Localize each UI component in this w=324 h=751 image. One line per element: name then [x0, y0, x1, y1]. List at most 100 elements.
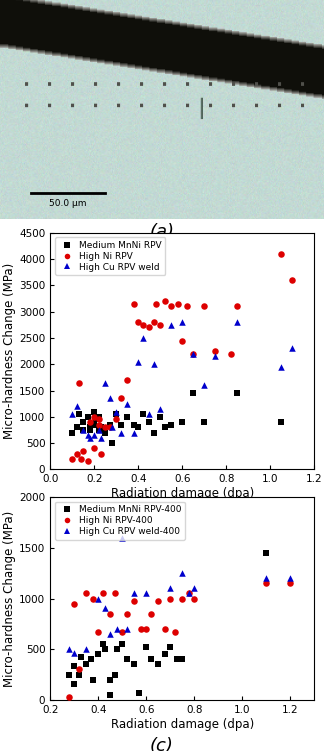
Point	[279, 416, 284, 428]
Point	[132, 595, 137, 607]
Point	[132, 659, 137, 671]
Point	[81, 416, 86, 428]
Point	[202, 300, 207, 312]
Point	[76, 409, 81, 421]
Point	[76, 662, 82, 674]
Point	[235, 316, 240, 328]
Point	[169, 318, 174, 330]
Point	[92, 429, 97, 441]
Point	[84, 587, 89, 599]
Y-axis label: Micro-hardness Change (MPa): Micro-hardness Change (MPa)	[3, 263, 16, 439]
Point	[279, 248, 284, 260]
Point	[147, 321, 152, 333]
Point	[108, 674, 113, 686]
Point	[228, 348, 233, 360]
Text: (b): (b)	[149, 499, 175, 517]
Point	[140, 318, 145, 330]
Point	[92, 411, 97, 423]
Point	[74, 448, 79, 460]
Point	[112, 587, 118, 599]
Point	[103, 643, 108, 655]
Point	[264, 547, 269, 559]
Point	[290, 274, 295, 286]
Point	[179, 316, 185, 328]
Point	[136, 355, 141, 367]
Point	[169, 300, 174, 312]
Point	[158, 411, 163, 423]
Point	[264, 578, 269, 590]
Point	[162, 295, 167, 307]
Point	[92, 406, 97, 418]
Point	[169, 418, 174, 430]
Point	[85, 429, 90, 441]
Point	[81, 424, 86, 436]
Point	[98, 448, 103, 460]
Point	[120, 638, 125, 650]
Point	[72, 677, 77, 689]
Point	[79, 651, 84, 663]
Point	[84, 659, 89, 671]
Point	[98, 421, 103, 433]
Point	[131, 418, 136, 430]
Point	[118, 418, 123, 430]
Point	[114, 406, 119, 418]
Point	[87, 416, 92, 428]
Point	[125, 411, 130, 423]
Legend: Medium MnNi RPV-400, High Ni RPV-400, High Cu RPV weld-400: Medium MnNi RPV-400, High Ni RPV-400, Hi…	[55, 502, 185, 539]
Point	[163, 623, 168, 635]
Point	[108, 628, 113, 640]
Point	[144, 641, 149, 653]
Point	[125, 374, 130, 386]
Point	[109, 421, 114, 433]
Point	[103, 421, 108, 433]
Point	[81, 445, 86, 457]
Point	[191, 388, 196, 400]
Point	[108, 608, 113, 620]
Point	[124, 623, 130, 635]
Point	[179, 335, 185, 347]
Y-axis label: Micro-hardness Change (MPa): Micro-hardness Change (MPa)	[3, 511, 16, 686]
Point	[85, 411, 90, 423]
Point	[163, 648, 168, 660]
Point	[290, 342, 295, 354]
Point	[94, 413, 99, 425]
Point	[107, 392, 112, 404]
Point	[175, 653, 180, 665]
Point	[191, 348, 196, 360]
Text: (c): (c)	[150, 737, 174, 751]
Point	[172, 626, 178, 638]
Point	[151, 316, 156, 328]
Point	[107, 418, 112, 430]
Point	[192, 583, 197, 595]
Point	[179, 567, 185, 579]
Point	[131, 427, 136, 439]
Point	[158, 403, 163, 415]
Point	[92, 418, 97, 430]
Point	[124, 608, 130, 620]
Point	[140, 409, 145, 421]
Point	[187, 587, 192, 599]
Point	[147, 416, 152, 428]
Point	[288, 572, 293, 584]
Point	[279, 361, 284, 373]
Point	[78, 453, 84, 465]
Point	[87, 424, 92, 436]
Point	[139, 623, 144, 635]
Point	[67, 643, 72, 655]
Point	[132, 587, 137, 599]
Point	[179, 653, 185, 665]
Point	[96, 648, 101, 660]
Point	[67, 668, 72, 680]
Point	[115, 623, 120, 635]
Point	[109, 437, 114, 449]
Point	[91, 674, 96, 686]
Point	[136, 687, 142, 699]
Point	[125, 398, 130, 410]
Point	[118, 392, 123, 404]
Point	[235, 300, 240, 312]
Point	[131, 297, 136, 309]
Point	[96, 418, 101, 430]
Point	[288, 578, 293, 590]
Point	[72, 660, 77, 672]
Point	[76, 668, 82, 680]
